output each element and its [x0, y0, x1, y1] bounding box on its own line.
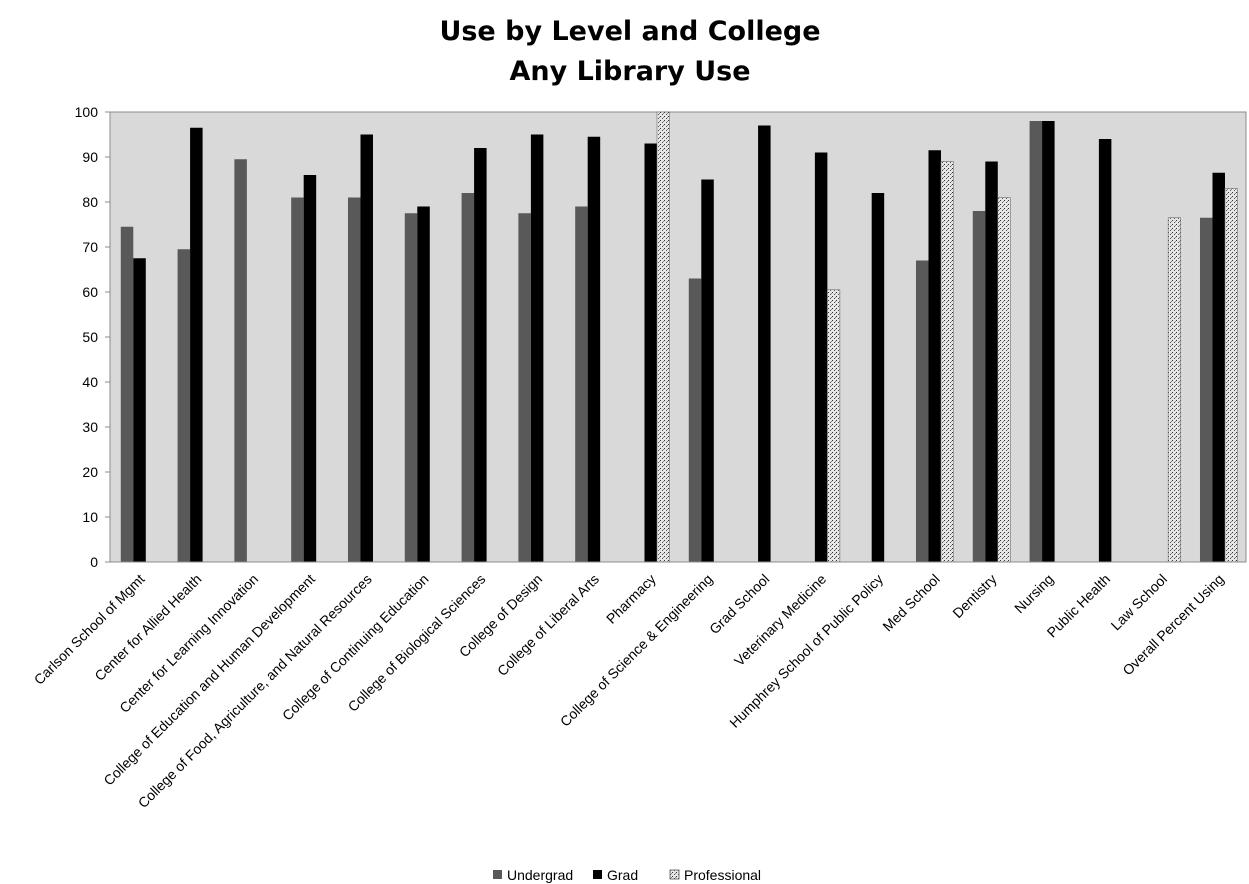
bar-grad	[1212, 172, 1225, 562]
legend-label-undergrad: Undergrad	[507, 867, 573, 883]
bar-grad	[928, 150, 941, 562]
bar-professional	[997, 197, 1011, 563]
bar-grad	[1042, 121, 1055, 562]
bar-grad	[303, 175, 317, 562]
x-tick-label: Nursing	[1011, 571, 1056, 616]
bar-undergrad	[915, 260, 929, 562]
bar-undergrad	[234, 159, 247, 562]
x-tick-label: College of Education and Human Developme…	[100, 571, 318, 789]
legend-swatch-professional	[669, 869, 680, 880]
plot-area	[109, 111, 1247, 563]
y-tick-label: 100	[75, 104, 99, 120]
y-axis: 0 10 20 30 40 50 60 70 80 90 100	[75, 104, 110, 570]
x-tick-label: Center for Allied Health	[91, 571, 204, 684]
y-tick-label: 20	[82, 464, 98, 480]
bar-grad	[587, 136, 601, 562]
y-tick-label: 30	[82, 419, 98, 435]
bar-undergrad	[461, 193, 475, 562]
chart-subtitle: Any Library Use	[509, 56, 750, 87]
bar-undergrad	[347, 197, 361, 562]
bar-undergrad	[291, 197, 304, 562]
y-tick-label: 0	[90, 554, 98, 570]
bar-undergrad	[404, 213, 418, 562]
bar-undergrad	[518, 213, 531, 562]
bar-undergrad	[1199, 217, 1213, 562]
x-tick-label: Med School	[879, 571, 943, 635]
bar-undergrad	[177, 249, 191, 562]
bar-grad	[417, 206, 430, 562]
bar-grad	[985, 161, 998, 562]
legend: Undergrad Grad Professional	[493, 867, 761, 883]
bar-professional	[656, 111, 670, 563]
x-tick-label: Law School	[1108, 571, 1171, 634]
y-tick-label: 10	[82, 509, 98, 525]
bar-professional	[827, 289, 841, 563]
bar-grad	[644, 143, 657, 562]
bar-grad	[758, 125, 771, 562]
y-tick-label: 40	[82, 374, 98, 390]
bar-undergrad	[1029, 121, 1043, 562]
y-tick-label: 60	[82, 284, 98, 300]
bar-grad	[360, 134, 373, 562]
bar-grad	[530, 134, 544, 562]
bar-grad	[133, 258, 146, 562]
chart-title: Use by Level and College	[439, 16, 820, 47]
bar-undergrad	[972, 211, 986, 562]
x-tick-label: Overall Percent Using	[1119, 571, 1227, 679]
y-tick-label: 90	[82, 149, 98, 165]
bar-professional	[1224, 188, 1238, 563]
bar-grad	[474, 148, 487, 562]
bar-undergrad	[575, 206, 588, 562]
bar-grad	[190, 127, 203, 562]
y-tick-label: 80	[82, 194, 98, 210]
x-tick-label: Pharmacy	[603, 571, 659, 627]
bars	[120, 111, 1238, 563]
legend-swatch-grad	[593, 870, 602, 879]
bar-professional	[940, 161, 954, 563]
bar-grad	[1098, 139, 1112, 562]
y-tick-label: 70	[82, 239, 98, 255]
legend-swatch-undergrad	[493, 870, 502, 879]
legend-label-professional: Professional	[684, 867, 761, 883]
bar-undergrad	[688, 278, 702, 562]
x-tick-label: College of Liberal Arts	[494, 571, 602, 679]
bar-grad	[701, 179, 714, 562]
bar-undergrad	[120, 226, 134, 562]
bar-professional	[1167, 217, 1181, 563]
bar-grad	[871, 193, 885, 562]
x-tick-label: Dentistry	[949, 571, 999, 621]
bar-grad	[814, 152, 828, 562]
y-tick-label: 50	[82, 329, 98, 345]
legend-label-grad: Grad	[607, 867, 638, 883]
x-tick-label: Carlson School of Mgmt	[31, 571, 148, 688]
